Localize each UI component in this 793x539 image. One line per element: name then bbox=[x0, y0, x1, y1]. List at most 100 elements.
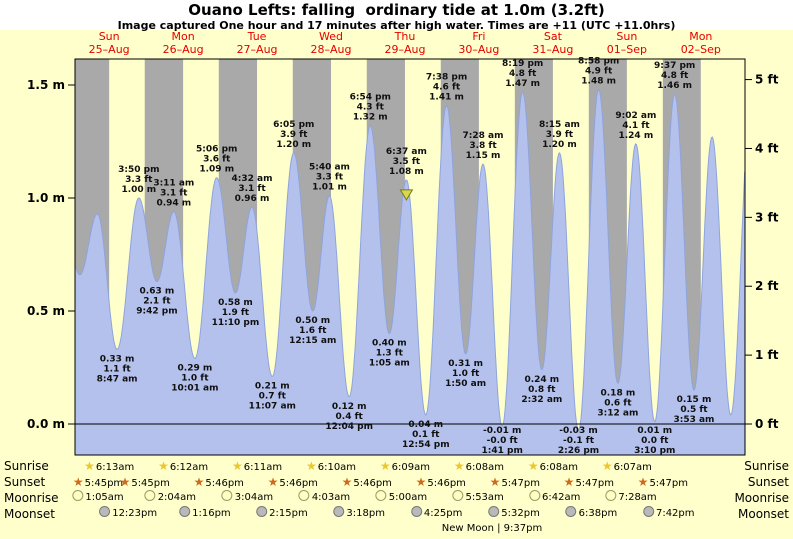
sunset-star-icon: ★ bbox=[72, 475, 84, 489]
sunset-item: ★5:45pm bbox=[119, 475, 170, 489]
moonrise-moon-icon bbox=[605, 490, 617, 501]
day-date-label: 30–Aug bbox=[458, 43, 499, 56]
tide-low-label: -0.01 m bbox=[483, 426, 521, 436]
tide-low-label: 8:47 am bbox=[97, 374, 138, 384]
sunrise-item: ★6:08am bbox=[453, 459, 504, 473]
tide-high-label: 3.1 ft bbox=[238, 184, 266, 194]
day-name-label: Thu bbox=[394, 30, 416, 43]
moonrise-item: 7:28am bbox=[605, 490, 657, 506]
moonset-row-label-right: Moonset bbox=[738, 507, 789, 521]
day-date-label: 02–Sep bbox=[681, 43, 721, 56]
tide-low-label: 0.63 m bbox=[140, 287, 175, 297]
sunset-star-icon: ★ bbox=[637, 475, 649, 489]
sunrise-item: ★6:13am bbox=[84, 459, 135, 473]
chart-header: Ouano Lefts: falling ordinary tide at 1.… bbox=[0, 0, 793, 32]
y-axis-label-ft: 4 ft bbox=[755, 141, 779, 155]
tide-high-label: 1.20 m bbox=[542, 140, 577, 150]
tide-high-label: 4.9 ft bbox=[585, 67, 613, 77]
tide-high-label: 4.3 ft bbox=[357, 103, 385, 113]
tide-low-label: 0.5 ft bbox=[680, 405, 708, 415]
tide-low-label: 12:15 am bbox=[289, 336, 336, 346]
day-name-label: Sat bbox=[544, 30, 563, 43]
tide-high-label: 1.20 m bbox=[276, 140, 311, 150]
moonset-moon-icon bbox=[488, 506, 500, 517]
tide-low-label: 0.33 m bbox=[100, 354, 135, 364]
tide-high-label: 1.32 m bbox=[353, 113, 388, 123]
sunrise-row: Sunrise Sunrise ★6:13am ★6:12am ★6:11am ★6:… bbox=[0, 458, 793, 474]
tide-low-label: 0.24 m bbox=[524, 375, 559, 385]
tide-high-label: 4.1 ft bbox=[622, 121, 650, 131]
tide-high-label: 3:50 pm bbox=[118, 165, 159, 175]
moonrise-item: 2:04am bbox=[144, 490, 196, 506]
moonrise-item: 1:05am bbox=[72, 490, 124, 506]
tide-high-label: 9:37 pm bbox=[654, 61, 695, 71]
y-axis-label-m: 1.5 m bbox=[27, 78, 65, 92]
sunrise-star-icon: ★ bbox=[453, 459, 465, 473]
tide-low-label: 0.50 m bbox=[295, 316, 330, 326]
sunset-item: ★5:47pm bbox=[637, 475, 688, 489]
tide-high-label: 1.01 m bbox=[312, 183, 347, 193]
tide-low-label: 1.0 ft bbox=[452, 369, 480, 379]
sunset-item: ★5:47pm bbox=[489, 475, 540, 489]
moonrise-item: 6:42am bbox=[528, 490, 580, 506]
moonset-item: 4:25pm bbox=[410, 506, 462, 522]
sunrise-star-icon: ★ bbox=[379, 459, 391, 473]
tide-low-label: 0.29 m bbox=[178, 363, 213, 373]
tide-low-label: 1:05 am bbox=[369, 359, 410, 369]
day-date-label: 27–Aug bbox=[237, 43, 278, 56]
y-axis-label-ft: 2 ft bbox=[755, 279, 779, 293]
moonset-moon-icon bbox=[333, 506, 345, 517]
tide-curve-area bbox=[75, 89, 745, 455]
y-axis-label-m: 1.0 m bbox=[27, 191, 65, 205]
tide-high-label: 3.6 ft bbox=[203, 155, 231, 165]
moonrise-moon-icon bbox=[528, 490, 540, 501]
day-name-label: Tue bbox=[247, 30, 267, 43]
y-axis-label-m: 0.0 m bbox=[27, 417, 65, 431]
day-name-label: Sun bbox=[616, 30, 637, 43]
sunrise-item: ★6:08am bbox=[527, 459, 578, 473]
sunset-row-label-left: Sunset bbox=[4, 475, 46, 489]
sunset-item: ★5:46pm bbox=[193, 475, 244, 489]
tide-high-label: 3.3 ft bbox=[125, 175, 153, 185]
tide-high-label: 5:06 pm bbox=[196, 145, 237, 155]
tide-high-label: 1.47 m bbox=[505, 79, 540, 89]
moonrise-item: 5:00am bbox=[375, 490, 427, 506]
sunset-star-icon: ★ bbox=[563, 475, 575, 489]
tide-high-label: 3.9 ft bbox=[280, 130, 308, 140]
tide-high-label: 1.24 m bbox=[618, 131, 653, 141]
day-name-label: Fri bbox=[472, 30, 485, 43]
day-date-label: 28–Aug bbox=[311, 43, 352, 56]
sunrise-star-icon: ★ bbox=[305, 459, 317, 473]
plot-border bbox=[74, 58, 746, 456]
tide-high-label: 4:32 am bbox=[231, 174, 272, 184]
sunrise-item: ★6:09am bbox=[379, 459, 430, 473]
tide-low-label: 0.12 m bbox=[332, 402, 367, 412]
moonrise-row: Moonrise Moonrise 1:05am 2:04am 3:04am 4:03… bbox=[0, 490, 793, 506]
tide-low-label: 0.58 m bbox=[218, 298, 253, 308]
current-tide-marker bbox=[399, 189, 414, 201]
moonset-moon-icon bbox=[410, 506, 422, 517]
moonrise-moon-icon bbox=[452, 490, 464, 501]
tide-low-label: -0.0 ft bbox=[487, 436, 519, 446]
sunrise-star-icon: ★ bbox=[527, 459, 539, 473]
moonset-moon-icon bbox=[179, 506, 191, 517]
tide-high-label: 3.9 ft bbox=[546, 130, 574, 140]
tide-low-label: 0.6 ft bbox=[604, 398, 632, 408]
day-date-label: 25–Aug bbox=[89, 43, 130, 56]
tide-low-label: 0.8 ft bbox=[528, 385, 556, 395]
tide-low-label: 11:10 pm bbox=[212, 318, 260, 328]
moonrise-moon-icon bbox=[72, 490, 84, 501]
chart-subtitle: Image captured One hour and 17 minutes a… bbox=[117, 19, 676, 32]
sunrise-star-icon: ★ bbox=[232, 459, 243, 473]
tide-low-label: 1.3 ft bbox=[376, 349, 404, 359]
sunrise-star-icon: ★ bbox=[601, 459, 613, 473]
sunrise-star-icon: ★ bbox=[158, 459, 169, 473]
chart-title: Ouano Lefts: falling ordinary tide at 1.… bbox=[188, 1, 605, 19]
day-name-label: Mon bbox=[689, 30, 712, 43]
moonset-moon-icon bbox=[99, 506, 111, 517]
tide-high-label: 4.6 ft bbox=[433, 82, 461, 92]
sunrise-item: ★6:07am bbox=[601, 459, 652, 473]
day-name-label: Sun bbox=[99, 30, 120, 43]
moonset-item: 3:18pm bbox=[333, 506, 385, 522]
